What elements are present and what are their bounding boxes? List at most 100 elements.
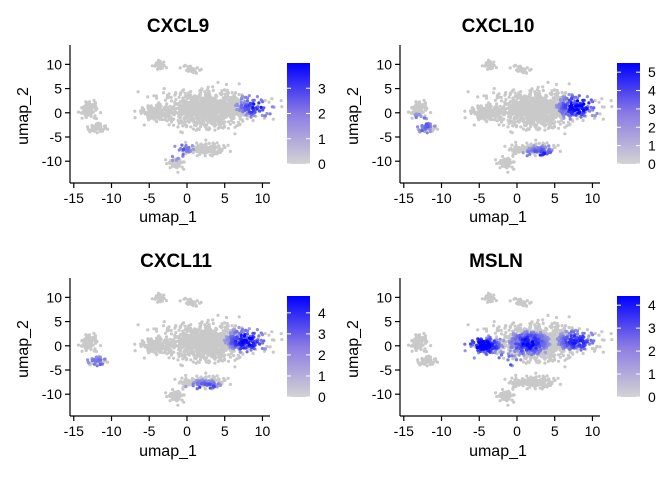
- cell-point: [212, 348, 216, 352]
- cell-point: [178, 346, 182, 350]
- expressing-cell-point: [575, 99, 580, 103]
- expressing-cell-point: [190, 144, 194, 148]
- cell-point: [183, 91, 187, 95]
- cell-point: [195, 110, 199, 114]
- cell-point: [149, 114, 153, 119]
- cell-point: [204, 346, 208, 350]
- cell-point: [515, 124, 519, 128]
- cell-point: [537, 141, 541, 145]
- expressing-cell-point: [270, 105, 274, 109]
- cell-point: [219, 356, 223, 360]
- cell-point: [218, 118, 222, 122]
- cell-point: [178, 92, 182, 97]
- cell-point: [548, 118, 552, 122]
- y-tick-label: 10: [376, 56, 392, 72]
- cell-point: [194, 105, 198, 109]
- cell-point: [271, 350, 275, 354]
- cell-point: [180, 336, 184, 340]
- cell-point: [485, 96, 489, 100]
- cell-point: [553, 92, 557, 96]
- cell-point: [193, 332, 197, 336]
- cell-point: [206, 318, 210, 322]
- x-tick-label: -15: [394, 190, 414, 206]
- cell-point: [218, 324, 222, 329]
- cell-point: [207, 141, 211, 145]
- cell-point: [551, 126, 555, 130]
- expressing-cell-point: [425, 131, 429, 135]
- cell-point: [146, 328, 150, 332]
- cell-point: [172, 346, 176, 350]
- cell-point: [222, 376, 226, 381]
- cell-point: [510, 131, 514, 135]
- cell-point: [511, 149, 515, 153]
- x-axis-title: umap_1: [469, 209, 527, 226]
- cell-point: [212, 110, 216, 114]
- expressing-cell-point: [575, 104, 579, 108]
- expressing-cell-point: [255, 107, 259, 111]
- cell-point: [506, 125, 510, 129]
- cell-point: [581, 118, 585, 123]
- cell-point: [86, 125, 90, 129]
- cell-point: [525, 66, 529, 70]
- cell-point: [211, 141, 215, 145]
- cell-point: [251, 118, 255, 123]
- expressing-cell-point: [579, 103, 583, 107]
- cell-point: [194, 71, 198, 75]
- expressing-cell-point: [560, 111, 565, 115]
- cell-point: [511, 154, 515, 158]
- cell-point: [163, 338, 167, 342]
- cell-point: [610, 105, 614, 109]
- cell-point: [214, 99, 218, 103]
- cell-point: [203, 101, 207, 105]
- cell-point: [601, 117, 605, 121]
- expressing-cell-point: [263, 114, 267, 118]
- cell-point: [202, 116, 206, 120]
- expressing-cell-point: [170, 154, 175, 159]
- cell-point: [410, 116, 414, 120]
- cell-point: [238, 122, 242, 126]
- cell-point: [184, 335, 189, 339]
- legend-tick-label: 3: [318, 80, 326, 96]
- expressing-cell-point: [538, 153, 542, 157]
- cell-point: [163, 105, 167, 109]
- cell-point: [416, 104, 420, 108]
- cell-point: [218, 150, 222, 154]
- expressing-cell-point: [423, 126, 427, 130]
- cell-point: [146, 348, 150, 352]
- cell-point: [494, 66, 498, 70]
- scatter-points: [76, 58, 297, 174]
- cell-point: [531, 97, 535, 101]
- cell-point: [237, 92, 241, 97]
- cell-point: [223, 325, 227, 329]
- cell-point: [191, 127, 195, 131]
- cell-point: [217, 107, 221, 111]
- cell-point: [525, 110, 529, 114]
- cell-point: [540, 121, 544, 126]
- cell-point: [482, 117, 486, 121]
- cell-point: [95, 131, 99, 135]
- cell-point: [499, 159, 503, 163]
- cell-point: [217, 115, 221, 119]
- cell-point: [213, 117, 217, 122]
- cell-point: [529, 105, 534, 110]
- cell-point: [280, 338, 284, 342]
- cell-point: [542, 115, 546, 119]
- expressing-cell-point: [547, 144, 551, 148]
- cell-point: [568, 122, 572, 126]
- cell-point: [406, 110, 411, 114]
- cell-point: [205, 337, 209, 341]
- cell-point: [157, 109, 161, 113]
- cell-point: [421, 110, 425, 114]
- cell-point: [182, 105, 186, 110]
- cell-point: [547, 107, 551, 111]
- cell-point: [519, 105, 523, 109]
- cell-point: [471, 107, 475, 111]
- cell-point: [226, 359, 231, 363]
- cell-point: [506, 118, 510, 122]
- cell-point: [419, 103, 423, 108]
- cell-point: [214, 332, 218, 336]
- cell-point: [79, 111, 84, 115]
- cell-point: [226, 98, 230, 102]
